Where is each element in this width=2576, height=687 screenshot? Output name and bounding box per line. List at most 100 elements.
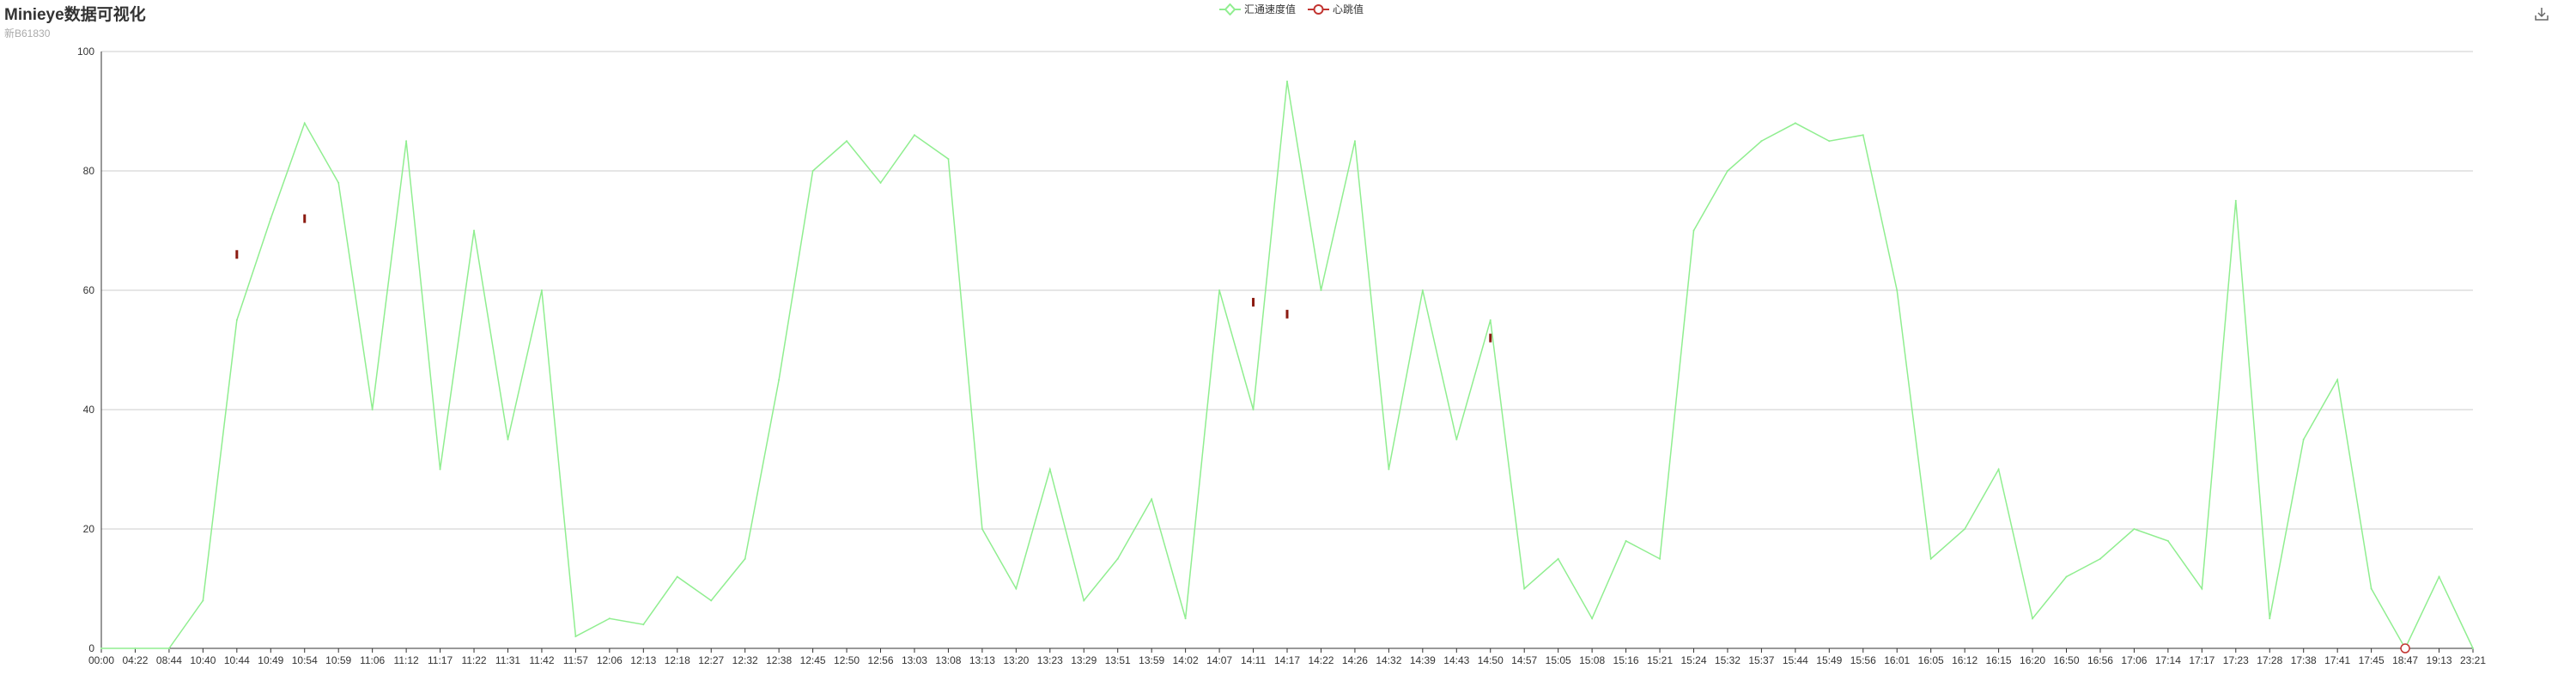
legend: 汇通速度值 心跳值 [1219,2,1364,16]
x-tick-label: 16:01 [1884,654,1910,666]
speed-point [337,181,340,184]
speed-point [2336,379,2339,381]
x-tick-label: 12:06 [597,654,623,666]
speed-point [811,170,814,172]
x-tick-label: 10:49 [258,654,283,666]
speed-point [1557,557,1559,560]
speed-point [676,575,678,578]
y-tick-label: 20 [83,523,95,535]
x-tick-label: 14:43 [1443,654,1469,666]
legend-label-heartbeat: 心跳值 [1333,3,1364,15]
speed-point [2472,647,2474,649]
speed-point [2065,575,2068,578]
download-icon[interactable] [2533,5,2550,22]
x-tick-label: 15:21 [1647,654,1673,666]
speed-point [1929,557,1932,560]
speed-point [100,647,102,649]
circle-icon [1308,3,1330,15]
x-tick-label: 10:44 [224,654,250,666]
x-tick-label: 12:38 [766,654,792,666]
x-tick-label: 11:06 [360,654,385,666]
x-tick-label: 11:31 [495,654,520,666]
speed-point [1151,498,1153,501]
speed-point [710,599,713,602]
x-tick-label: 00:00 [88,654,114,666]
x-tick-label: 12:18 [665,654,690,666]
speed-point [1184,617,1187,620]
speed-point [1252,409,1255,410]
speed-point [1828,140,1831,143]
x-tick-label: 16:12 [1952,654,1978,666]
x-tick-label: 14:32 [1376,654,1401,666]
x-tick-label: 04:22 [122,654,148,666]
legend-item-speed[interactable]: 汇通速度值 [1219,2,1296,16]
speed-point [642,623,645,626]
x-tick-label: 14:39 [1410,654,1436,666]
x-tick-label: 12:56 [867,654,893,666]
chart-title: Minieye数据可视化 [4,6,146,24]
x-tick-label: 11:57 [563,654,588,666]
heartbeat-point [2400,643,2410,654]
x-tick-label: 08:44 [156,654,182,666]
legend-item-heartbeat[interactable]: 心跳值 [1308,2,1364,16]
diamond-icon [1219,3,1241,15]
speed-point [1218,289,1221,291]
x-tick-label: 16:15 [1986,654,2012,666]
x-tick-label: 13:08 [935,654,961,666]
x-tick-label: 14:02 [1173,654,1199,666]
y-tick-label: 60 [83,284,95,296]
x-tick-label: 17:45 [2359,654,2385,666]
x-tick-label: 14:11 [1241,654,1266,666]
x-tick-label: 13:13 [969,654,995,666]
speed-point [1625,539,1627,542]
speed-point [778,379,781,381]
speed-point [507,438,509,441]
heartbeat-point [1285,309,1289,319]
x-tick-label: 14:26 [1342,654,1368,666]
speed-point [574,635,577,638]
speed-point [2201,587,2203,590]
speed-point [1353,140,1356,143]
speed-point [2370,587,2372,590]
x-tick-label: 12:45 [800,654,826,666]
x-tick-label: 14:22 [1308,654,1334,666]
speed-point [1421,289,1424,291]
speed-point [2234,199,2237,202]
x-tick-label: 17:14 [2155,654,2181,666]
speed-point [1760,140,1763,143]
heartbeat-point [1252,297,1255,307]
speed-point [2438,575,2440,578]
speed-point [235,319,238,321]
speed-point [1116,557,1119,560]
speed-point [1997,468,2000,471]
speed-point [303,122,306,125]
x-tick-label: 15:32 [1715,654,1741,666]
speed-point [1286,80,1288,82]
speed-point [879,181,882,184]
x-tick-label: 10:59 [325,654,351,666]
heartbeat-point [235,250,239,259]
heartbeat-point [1489,333,1492,343]
series [100,80,2474,654]
speed-point [981,528,983,530]
x-tick-label: 10:40 [190,654,216,666]
speed-point [2133,528,2136,530]
speed-point [1794,122,1796,125]
x-tick-label: 11:42 [529,654,554,666]
x-tick-label: 13:20 [1003,654,1029,666]
x-tick-label: 17:28 [2257,654,2282,666]
speed-point [2166,539,2169,542]
y-tick-label: 80 [83,165,95,177]
speed-point [2302,438,2305,441]
speed-point [405,140,408,143]
x-tick-label: 17:38 [2291,654,2317,666]
x-tick-label: 12:50 [834,654,860,666]
x-tick-label: 13:23 [1037,654,1063,666]
x-tick-label: 13:03 [902,654,927,666]
y-tick-label: 40 [83,404,95,416]
speed-point [1964,528,1966,530]
speed-point [1726,170,1728,172]
x-tick-label: 17:17 [2189,654,2215,666]
x-tick-label: 12:32 [732,654,758,666]
